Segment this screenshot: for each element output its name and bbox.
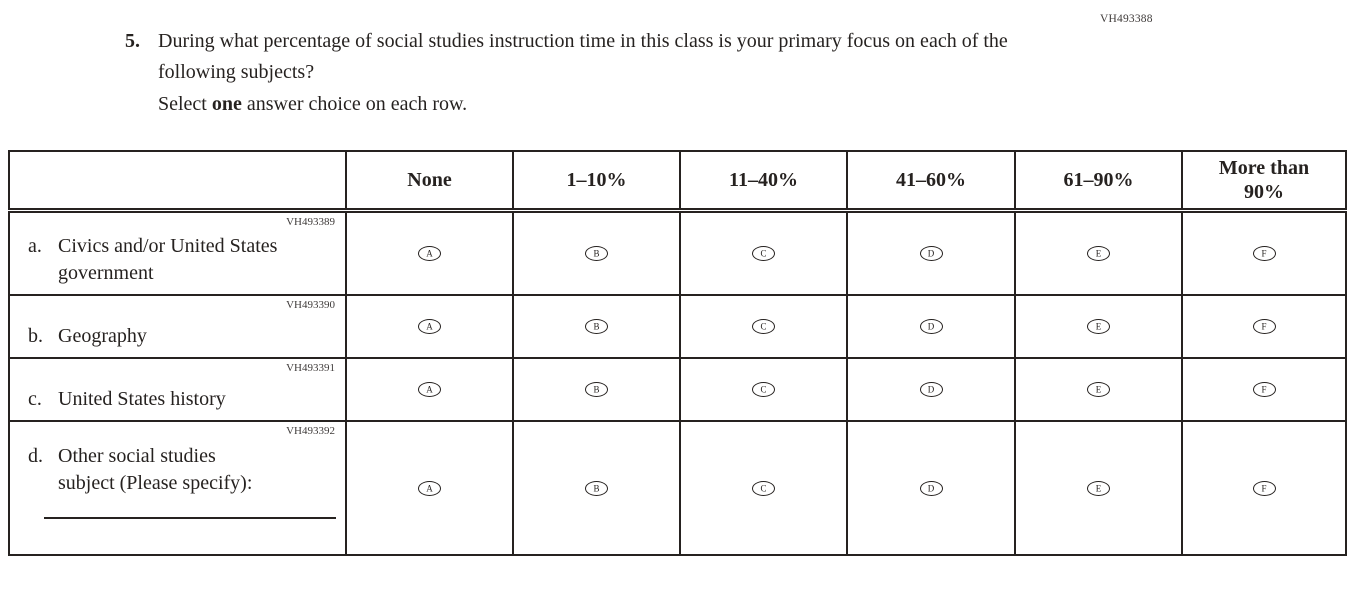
question-number: 5. bbox=[125, 30, 140, 52]
bubble-a[interactable]: A bbox=[418, 246, 441, 262]
answer-cell: D bbox=[846, 357, 1016, 422]
answer-cell: B bbox=[512, 294, 681, 359]
bubble-c[interactable]: C bbox=[752, 246, 775, 262]
bubble-e[interactable]: E bbox=[1087, 382, 1110, 398]
row-letter: c. bbox=[28, 388, 42, 410]
answer-cell: A bbox=[345, 357, 514, 422]
bubble-b[interactable]: B bbox=[585, 382, 608, 398]
answer-grid: None 1–10% 11–40% 41–60% 61–90% More tha… bbox=[8, 150, 1347, 556]
answer-cell: C bbox=[679, 420, 848, 556]
column-header-1-10: 1–10% bbox=[512, 150, 681, 213]
header-row: None 1–10% 11–40% 41–60% 61–90% More tha… bbox=[8, 150, 1347, 213]
instruction-suffix: answer choice on each row. bbox=[241, 93, 468, 115]
bubble-d[interactable]: D bbox=[919, 480, 943, 496]
bubble-a[interactable]: A bbox=[418, 319, 441, 335]
answer-cell: F bbox=[1181, 420, 1347, 556]
bubble-a[interactable]: A bbox=[418, 382, 441, 398]
bubble-c[interactable]: C bbox=[752, 319, 775, 335]
row-label-text: Civics and/or United States government bbox=[58, 235, 278, 284]
answer-cell: B bbox=[512, 209, 681, 296]
answer-cell: E bbox=[1014, 209, 1183, 296]
column-header-61-90: 61–90% bbox=[1014, 150, 1183, 213]
row-label: b. Geography bbox=[10, 323, 345, 357]
answer-cell: C bbox=[679, 294, 848, 359]
column-header-41-60: 41–60% bbox=[846, 150, 1016, 213]
bubble-b[interactable]: B bbox=[585, 246, 608, 262]
row-letter: a. bbox=[28, 235, 42, 257]
answer-cell: D bbox=[846, 420, 1016, 556]
column-header-none: None bbox=[345, 150, 514, 213]
row-label-text: Geography bbox=[58, 325, 147, 347]
bubble-e[interactable]: E bbox=[1087, 319, 1110, 335]
bubble-f[interactable]: F bbox=[1252, 480, 1276, 496]
column-header-more-90: More than 90% bbox=[1181, 150, 1347, 213]
bubble-e[interactable]: E bbox=[1087, 246, 1110, 262]
answer-cell: B bbox=[512, 420, 681, 556]
form-code: VH493388 bbox=[1100, 13, 1153, 25]
answer-cell: E bbox=[1014, 420, 1183, 556]
instruction-prefix: Select bbox=[158, 93, 212, 115]
bubble-b[interactable]: B bbox=[585, 480, 608, 496]
answer-cell: E bbox=[1014, 357, 1183, 422]
answer-cell: A bbox=[345, 294, 514, 359]
bubble-f[interactable]: F bbox=[1252, 319, 1276, 335]
question-text: During what percentage of social studies… bbox=[158, 30, 1008, 83]
answer-cell: E bbox=[1014, 294, 1183, 359]
bubble-d[interactable]: D bbox=[919, 382, 943, 398]
answer-cell: A bbox=[345, 209, 514, 296]
bubble-c[interactable]: C bbox=[752, 480, 775, 496]
answer-cell: D bbox=[846, 209, 1016, 296]
answer-cell: D bbox=[846, 294, 1016, 359]
bubble-e[interactable]: E bbox=[1087, 480, 1110, 496]
row-label-cell: VH493391 c. United States history bbox=[8, 357, 347, 422]
bubble-f[interactable]: F bbox=[1252, 382, 1276, 398]
answer-cell: B bbox=[512, 357, 681, 422]
question-instruction: Select one answer choice on each row. bbox=[158, 91, 467, 117]
bubble-b[interactable]: B bbox=[585, 319, 608, 335]
item-code: VH493389 bbox=[286, 215, 335, 228]
row-label: d. Other social studies subject (Please … bbox=[10, 443, 345, 497]
answer-cell: F bbox=[1181, 294, 1347, 359]
corner-cell bbox=[8, 150, 347, 213]
bubble-c[interactable]: C bbox=[752, 382, 775, 398]
answer-cell: F bbox=[1181, 209, 1347, 296]
item-code: VH493392 bbox=[286, 425, 335, 437]
row-label-cell: VH493389 a. Civics and/or United States … bbox=[8, 209, 347, 296]
write-in-line[interactable] bbox=[44, 517, 336, 519]
row-letter: b. bbox=[28, 325, 43, 347]
bubble-d[interactable]: D bbox=[919, 246, 943, 262]
row-label-cell: VH493390 b. Geography bbox=[8, 294, 347, 359]
table-row-d: VH493392 d. Other social studies subject… bbox=[8, 420, 1347, 556]
answer-cell: A bbox=[345, 420, 514, 556]
row-label: c. United States history bbox=[10, 386, 345, 420]
column-header-11-40: 11–40% bbox=[679, 150, 848, 213]
instruction-bold-word: one bbox=[211, 93, 242, 115]
question-block: 5. During what percentage of social stud… bbox=[125, 26, 1038, 88]
row-letter: d. bbox=[28, 445, 43, 467]
answer-cell: F bbox=[1181, 357, 1347, 422]
bubble-d[interactable]: D bbox=[919, 319, 943, 335]
bubble-a[interactable]: A bbox=[418, 480, 441, 496]
item-code: VH493391 bbox=[286, 362, 335, 374]
item-code: VH493390 bbox=[286, 299, 335, 311]
row-label: a. Civics and/or United States governmen… bbox=[10, 233, 345, 294]
row-label-cell: VH493392 d. Other social studies subject… bbox=[8, 420, 347, 556]
answer-cell: C bbox=[679, 357, 848, 422]
table-row-c: VH493391 c. United States history A B C … bbox=[8, 357, 1347, 422]
table-row-a: VH493389 a. Civics and/or United States … bbox=[8, 209, 1347, 296]
bubble-f[interactable]: F bbox=[1252, 246, 1276, 262]
answer-cell: C bbox=[679, 209, 848, 296]
table-row-b: VH493390 b. Geography A B C D E F bbox=[8, 294, 1347, 359]
row-label-text: United States history bbox=[58, 388, 226, 410]
row-label-text: Other social studies subject (Please spe… bbox=[58, 445, 253, 494]
